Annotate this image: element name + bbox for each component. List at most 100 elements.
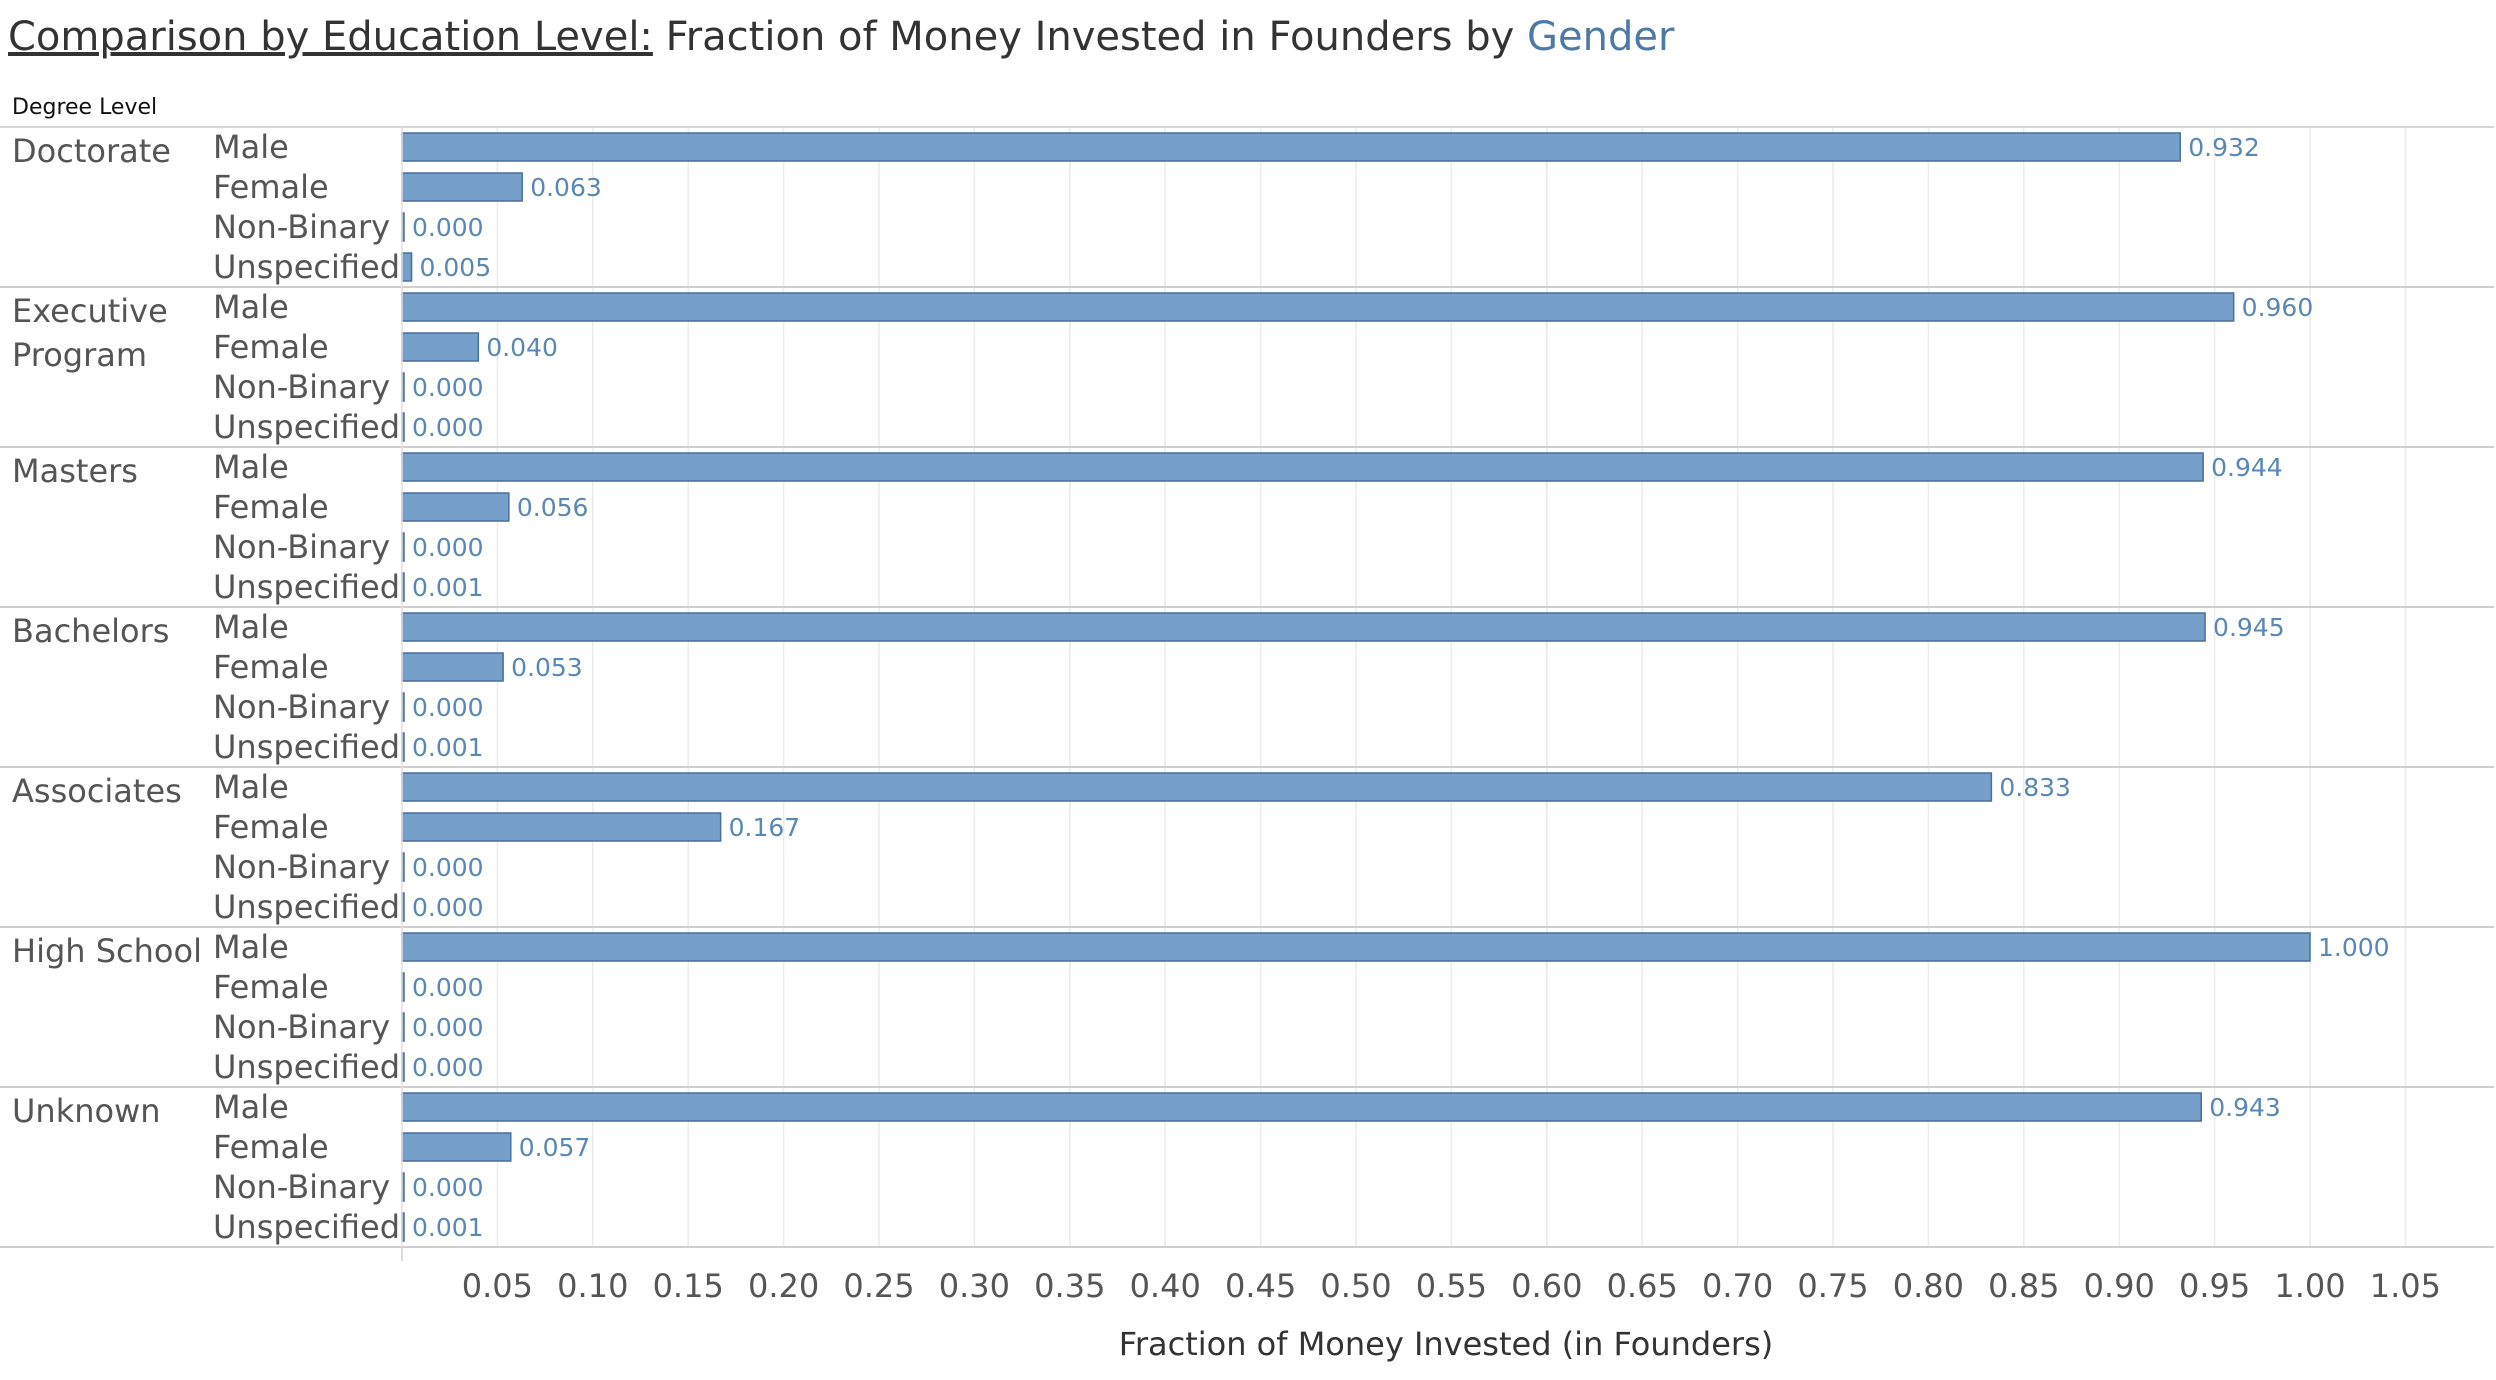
gender-label: Female (213, 648, 329, 686)
bar (401, 452, 2204, 482)
bar (401, 1092, 2202, 1122)
gender-label: Female (213, 968, 329, 1006)
bar (401, 492, 510, 522)
data-label: 0.005 (420, 253, 492, 282)
gender-label: Male (213, 128, 289, 166)
gender-label: Male (213, 928, 289, 966)
degree-label: Executive Program (12, 292, 168, 374)
gender-label: Non-Binary (213, 1168, 390, 1206)
data-label: 0.001 (412, 573, 484, 602)
gender-label: Unspecified (213, 568, 400, 606)
bar (401, 772, 1993, 802)
x-tick-label: 0.70 (1702, 1267, 1773, 1305)
row-header-degree-level: Degree Level (12, 95, 158, 120)
gender-label: Male (213, 1088, 289, 1126)
bar (401, 332, 480, 362)
degree-label: Unknown (12, 1092, 161, 1130)
gender-label: Female (213, 488, 329, 526)
gender-label: Female (213, 328, 329, 366)
x-tick-label: 0.25 (843, 1267, 914, 1305)
data-label: 0.000 (412, 413, 484, 442)
gender-label: Female (213, 808, 329, 846)
gender-label: Unspecified (213, 1048, 400, 1086)
degree-label: Associates (12, 772, 182, 810)
bar (401, 1132, 512, 1162)
data-label: 0.057 (519, 1133, 591, 1162)
degree-label: Masters (12, 452, 138, 490)
gender-label: Female (213, 1128, 329, 1166)
bar (401, 252, 413, 282)
bar (401, 932, 2311, 962)
gender-label: Unspecified (213, 248, 400, 286)
x-tick-label: 1.05 (2370, 1267, 2441, 1305)
x-tick-label: 0.95 (2179, 1267, 2250, 1305)
gender-label: Male (213, 448, 289, 486)
x-tick-label: 0.35 (1034, 1267, 1105, 1305)
x-tick-label: 0.10 (557, 1267, 628, 1305)
data-label: 0.000 (412, 1173, 484, 1202)
gender-label: Non-Binary (213, 1008, 390, 1046)
data-label: 0.000 (412, 893, 484, 922)
gender-label: Unspecified (213, 1208, 400, 1246)
x-tick-label: 0.05 (462, 1267, 533, 1305)
gender-label: Male (213, 608, 289, 646)
data-label: 0.053 (511, 653, 583, 682)
x-tick-label: 0.15 (653, 1267, 724, 1305)
data-label: 0.960 (2242, 293, 2314, 322)
data-label: 0.167 (729, 813, 801, 842)
data-label: 0.000 (412, 1013, 484, 1042)
bar (401, 812, 722, 842)
data-label: 0.000 (412, 973, 484, 1002)
bar (401, 612, 2206, 642)
gender-label: Non-Binary (213, 848, 390, 886)
title-gender-link[interactable]: Gender (1527, 14, 1675, 60)
data-label: 0.944 (2211, 453, 2283, 482)
degree-label: Bachelors (12, 612, 169, 650)
data-label: 0.001 (412, 733, 484, 762)
data-label: 0.000 (412, 853, 484, 882)
x-tick-label: 0.40 (1130, 1267, 1201, 1305)
data-label: 0.945 (2213, 613, 2285, 642)
bar (401, 132, 2182, 162)
gender-label: Female (213, 168, 329, 206)
gender-label: Male (213, 288, 289, 326)
gender-label: Non-Binary (213, 688, 390, 726)
x-tick-label: 0.80 (1893, 1267, 1964, 1305)
data-label: 0.833 (1999, 773, 2071, 802)
data-label: 0.063 (530, 173, 602, 202)
x-tick-label: 1.00 (2274, 1267, 2345, 1305)
x-tick-label: 0.20 (748, 1267, 819, 1305)
chart-title: Comparison by Education Level: Fraction … (8, 14, 1674, 60)
x-axis-label: Fraction of Money Invested (in Founders) (1119, 1325, 1773, 1363)
x-tick-label: 0.65 (1607, 1267, 1678, 1305)
data-label: 0.000 (412, 693, 484, 722)
x-tick-label: 0.45 (1225, 1267, 1296, 1305)
x-tick-label: 0.60 (1511, 1267, 1582, 1305)
data-label: 0.000 (412, 373, 484, 402)
title-prefix: Comparison by Education Level: (8, 14, 653, 60)
data-label: 0.000 (412, 533, 484, 562)
gender-label: Male (213, 768, 289, 806)
gender-label: Non-Binary (213, 368, 390, 406)
gender-label: Unspecified (213, 888, 400, 926)
bar (401, 172, 523, 202)
bar (401, 292, 2235, 322)
data-label: 0.040 (486, 333, 558, 362)
data-label: 0.001 (412, 1213, 484, 1242)
data-label: 0.932 (2188, 133, 2260, 162)
bar (401, 652, 504, 682)
x-tick-label: 0.50 (1320, 1267, 1391, 1305)
gender-label: Non-Binary (213, 528, 390, 566)
degree-label: High School (12, 932, 202, 970)
data-label: 0.000 (412, 1053, 484, 1082)
x-tick-label: 0.55 (1416, 1267, 1487, 1305)
x-tick-label: 0.90 (2084, 1267, 2155, 1305)
gender-label: Unspecified (213, 408, 400, 446)
title-main: Fraction of Money Invested in Founders b… (652, 14, 1527, 60)
x-tick-label: 0.75 (1797, 1267, 1868, 1305)
data-label: 0.000 (412, 213, 484, 242)
data-label: 0.056 (517, 493, 589, 522)
data-label: 1.000 (2318, 933, 2390, 962)
degree-label: Doctorate (12, 132, 171, 170)
